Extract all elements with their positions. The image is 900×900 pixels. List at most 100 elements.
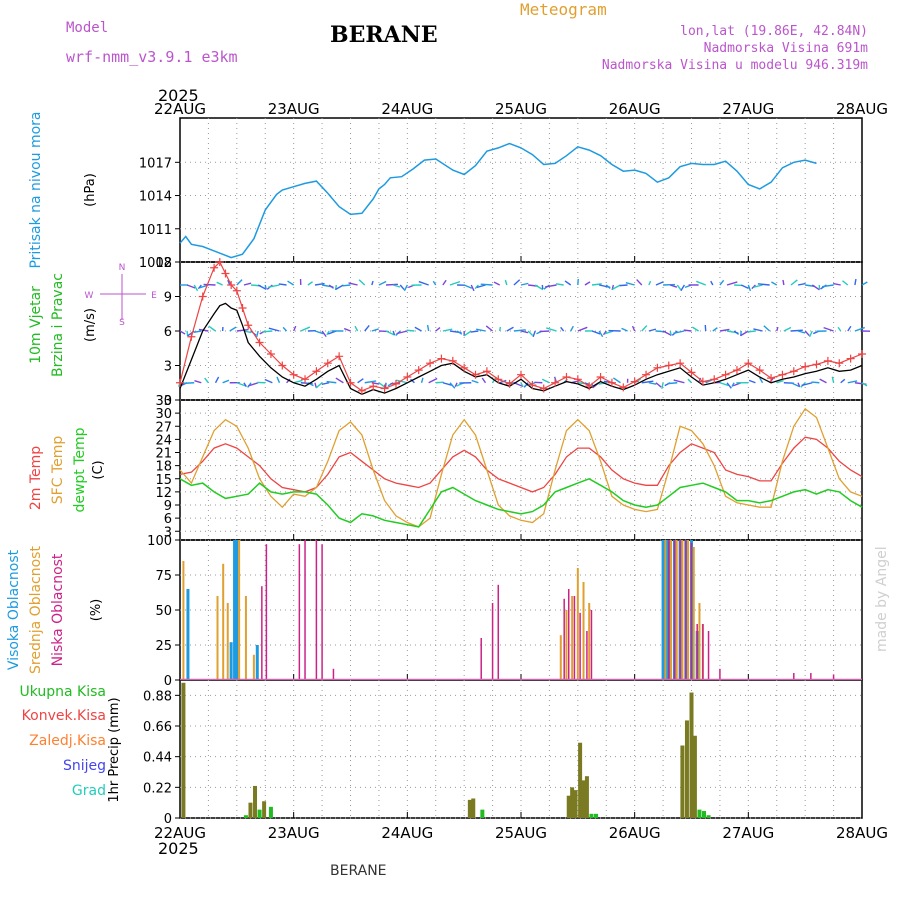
cloud-bar xyxy=(702,624,704,680)
precip-bar xyxy=(702,811,707,818)
wind-gust-marker xyxy=(380,384,389,393)
precip-bar xyxy=(584,776,589,818)
wind-direction-arrow xyxy=(648,328,657,332)
wind-direction-arrow xyxy=(493,281,501,286)
precip-bar xyxy=(594,813,599,818)
wind-direction-arrow xyxy=(268,284,280,288)
elevation-text: Nadmorska Visina 691m xyxy=(703,41,868,56)
wind-direction-arrow xyxy=(243,382,247,387)
wind-direction-arrow xyxy=(435,381,444,384)
wind-gust-marker xyxy=(301,375,310,384)
wind-direction-arrow xyxy=(541,378,550,384)
cloud-bar xyxy=(304,540,306,680)
temperature-ytick-label: 15 xyxy=(155,473,172,488)
cloud-bar xyxy=(681,540,684,680)
wind-direction-arrow xyxy=(229,326,237,332)
cloud-bar xyxy=(321,544,323,680)
wind-direction-arrow xyxy=(435,327,441,332)
clouds-ytick-label: 50 xyxy=(155,604,172,619)
wind-direction-arrow xyxy=(471,379,479,384)
wind-gust-marker xyxy=(732,366,741,375)
wind-direction-arrow xyxy=(804,330,810,337)
time-tick-top: 25AUG xyxy=(495,100,547,118)
wind-direction-arrow xyxy=(790,329,803,332)
precip-bar xyxy=(181,682,186,818)
cloud-bar xyxy=(832,674,835,680)
wind-gust-marker xyxy=(676,359,685,368)
wind-direction-arrow xyxy=(193,330,202,333)
precip-bar xyxy=(589,813,594,818)
cloud-bar xyxy=(687,540,690,680)
pressure-ytick-label: 1008 xyxy=(139,256,172,271)
wind-direction-arrow xyxy=(771,281,778,286)
cloud-bar xyxy=(696,624,698,680)
footer-station: BERANE xyxy=(330,863,387,879)
product-title: Meteogram xyxy=(520,0,607,19)
cloud-bar xyxy=(698,603,701,680)
wind-direction-arrow xyxy=(442,328,453,332)
wind-direction-arrow xyxy=(662,330,672,336)
cloud-bar xyxy=(810,673,812,680)
wind-direction-arrow xyxy=(426,324,430,332)
wind-direction-arrow xyxy=(343,327,351,332)
precip-bar xyxy=(248,802,253,818)
precip-legend-1: Konvek.Kisa xyxy=(22,708,106,724)
cloud-bar xyxy=(261,586,263,680)
precip-bar xyxy=(467,799,472,818)
wind-gust-marker xyxy=(227,281,236,289)
precip-bar xyxy=(243,815,248,818)
precip-bar xyxy=(253,785,258,818)
wind-direction-arrow xyxy=(385,283,398,286)
wind-direction-arrow xyxy=(577,326,588,332)
wind-speed-line xyxy=(179,302,863,396)
wind-gust-marker xyxy=(710,375,719,384)
cloud-bar xyxy=(707,631,710,680)
wind-direction-arrow xyxy=(364,324,370,332)
wind-gust-marker xyxy=(630,377,639,386)
cloud-label-high: Visoka Oblacnost xyxy=(6,549,22,670)
wind-direction-arrow xyxy=(726,382,732,389)
wind-direction-arrow xyxy=(648,280,652,286)
wind-direction-arrow xyxy=(214,376,220,384)
wind-direction-arrow xyxy=(396,379,408,384)
precip-ytick-label: 0.66 xyxy=(143,720,172,735)
wind-direction-arrow xyxy=(740,284,749,290)
wind-direction-arrow xyxy=(667,382,678,385)
wind-gust-marker xyxy=(744,359,753,368)
wind-direction-arrow xyxy=(719,279,725,286)
wind-direction-arrow xyxy=(811,284,820,291)
precip-bar xyxy=(697,809,702,818)
wind-direction-arrow xyxy=(546,327,557,332)
cloud-bar xyxy=(226,603,229,680)
wind-direction-arrow xyxy=(748,379,756,384)
wind-direction-arrow xyxy=(837,326,842,332)
wind-gust-marker xyxy=(323,359,332,368)
wind-gust-marker xyxy=(414,366,423,375)
wind-direction-arrow xyxy=(687,378,693,384)
wind-direction-arrow xyxy=(801,382,813,387)
wind-direction-arrow xyxy=(378,382,385,388)
precip-ytick-label: 0.22 xyxy=(143,781,172,796)
wind-direction-arrow xyxy=(719,382,729,387)
wind-ytick-label: 6 xyxy=(164,325,172,340)
wind-gust-marker xyxy=(448,356,457,365)
wind-gust-marker xyxy=(391,379,400,388)
wind-direction-arrow xyxy=(463,284,473,289)
wind-direction-arrow xyxy=(454,382,458,387)
cloud-bar xyxy=(238,540,241,680)
cloud-bar xyxy=(675,540,678,680)
clouds-ytick-label: 0 xyxy=(164,674,172,689)
precip-bar xyxy=(566,795,571,818)
wind-direction-arrow xyxy=(712,327,718,332)
wind-direction-arrow xyxy=(293,325,297,332)
wind-direction-arrow xyxy=(753,328,763,332)
wind-direction-arrow xyxy=(480,283,493,286)
wind-direction-arrow xyxy=(669,330,672,336)
wind-gust-marker xyxy=(187,332,196,341)
time-tick-top: 22AUG xyxy=(154,100,206,118)
wind-direction-arrow xyxy=(354,325,359,332)
wind-direction-arrow xyxy=(364,380,377,384)
pressure-ytick-label: 1014 xyxy=(139,190,172,205)
wind-label-1: 10m Vjetar xyxy=(28,286,44,364)
wind-gust-marker xyxy=(539,384,548,393)
